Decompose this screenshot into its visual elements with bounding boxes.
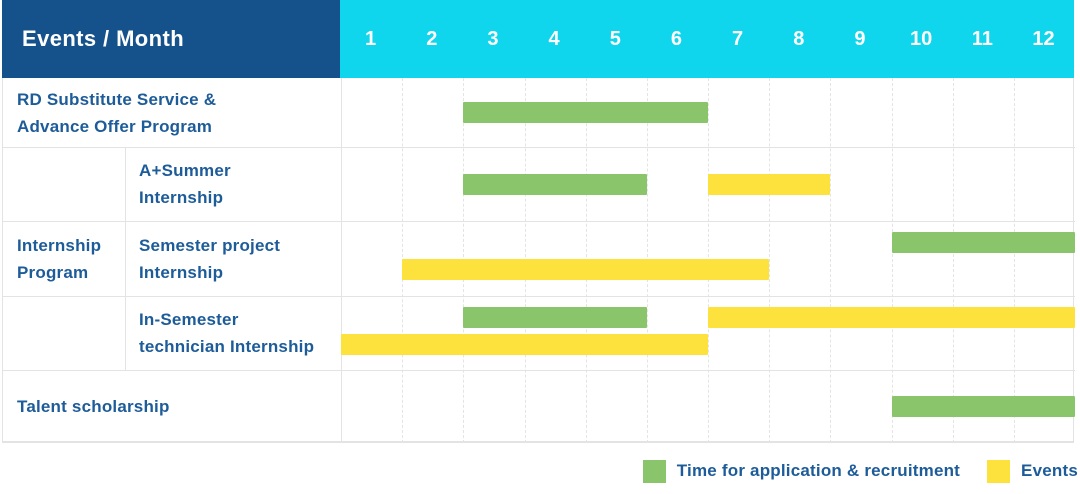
month-header-12: 12: [1032, 27, 1055, 50]
month-gridline: [891, 78, 893, 443]
recruitment-bar: [463, 307, 647, 328]
row-label-line: Semester project: [139, 235, 281, 255]
month-header-9: 9: [854, 27, 866, 50]
month-gridline: [830, 78, 832, 443]
month-header-6: 6: [670, 27, 682, 50]
schedule-table: Events / Month 1 2 3 4 5 6 7 8 9 10 11 12 RD Substi…: [2, 0, 1075, 443]
recruitment-bar: [891, 396, 1075, 417]
group-label-line: Program: [17, 262, 89, 282]
row-divider: [3, 147, 1075, 148]
row-label-line: In-Semester: [139, 310, 239, 329]
row-label-line: Talent scholarship: [17, 397, 170, 416]
month-header-10: 10: [910, 27, 933, 50]
month-header-3: 3: [487, 27, 499, 50]
label-column-divider: [341, 78, 342, 443]
row-divider: [3, 221, 1075, 222]
month-gridline: [1013, 78, 1015, 443]
table-header-title: Events / Month: [2, 0, 340, 78]
event-bar: [708, 173, 831, 195]
legend-label-events: Events: [1021, 461, 1078, 480]
recruitment-bar: [463, 102, 708, 123]
events-month-label: Events / Month: [22, 26, 185, 51]
month-gridline: [769, 78, 771, 443]
row-label-line: Internship: [139, 188, 224, 207]
event-bar: [708, 307, 1075, 328]
month-header-8: 8: [793, 27, 805, 50]
row-label-line: technician Internship: [139, 337, 315, 356]
row-label-line: Internship: [139, 262, 224, 282]
group-label-internship-program: Internship Program: [17, 147, 101, 370]
event-bar: [341, 334, 708, 355]
table-body: RD Substitute Service & Advance Offer Pr…: [2, 78, 1075, 443]
row-label-in-semester-technician-internship: In-Semester technician Internship: [139, 296, 314, 370]
row-label-line: RD Substitute Service &: [17, 89, 217, 109]
row-label-line: Advance Offer Program: [17, 116, 213, 136]
month-header-4: 4: [548, 27, 560, 50]
row-divider: [3, 296, 1075, 297]
row-label-semester-project-internship: Semester project Internship: [139, 221, 280, 296]
row-label-a-summer-internship: A+Summer Internship: [139, 147, 231, 221]
recruitment-swatch-icon: [642, 459, 666, 483]
legend: Time for application & recruitment Event…: [642, 458, 1078, 484]
month-header-row: 1 2 3 4 5 6 7 8 9 10 11 12: [340, 0, 1074, 78]
group-column-divider: [125, 147, 126, 370]
month-header-1: 1: [365, 27, 377, 50]
event-bar: [402, 259, 770, 280]
month-header-11: 11: [971, 27, 993, 50]
month-header-7: 7: [732, 27, 744, 50]
event-swatch-icon: [987, 459, 1011, 483]
month-gridline: [952, 78, 954, 443]
legend-label-recruitment: Time for application & recruitment: [676, 461, 961, 480]
group-label-line: Internship: [17, 235, 102, 255]
month-header-2: 2: [426, 27, 438, 50]
row-label-rd-substitute: RD Substitute Service & Advance Offer Pr…: [17, 78, 216, 147]
month-header-5: 5: [609, 27, 621, 50]
row-label-talent-scholarship: Talent scholarship: [17, 370, 170, 443]
recruitment-bar: [463, 173, 647, 195]
row-label-line: A+Summer: [139, 161, 231, 180]
recruitment-bar: [891, 232, 1075, 253]
row-divider: [3, 370, 1075, 371]
